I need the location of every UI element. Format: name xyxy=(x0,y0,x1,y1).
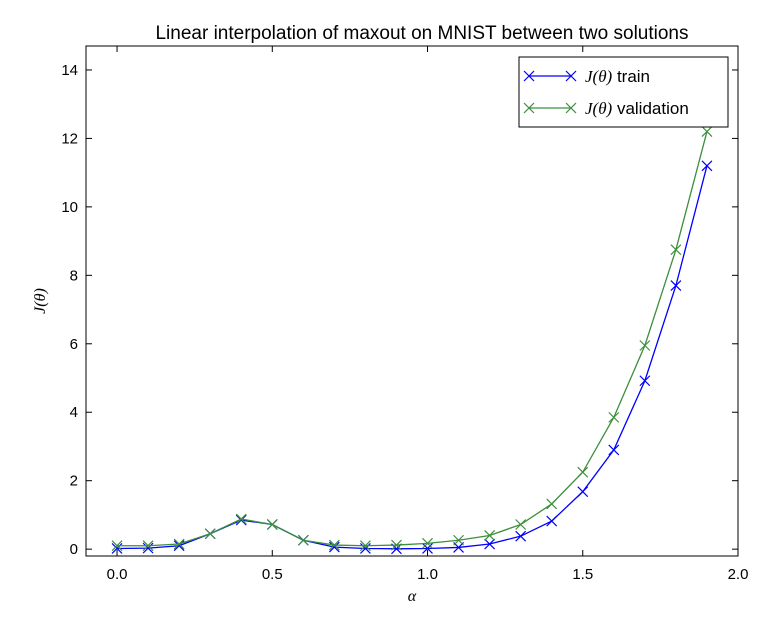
data-point-marker xyxy=(701,160,713,172)
y-tick-label: 6 xyxy=(70,336,78,353)
series-train xyxy=(111,160,713,555)
y-tick-label: 14 xyxy=(61,62,78,79)
legend: J(θ) train J(θ) validation xyxy=(518,56,729,128)
data-point-marker xyxy=(328,539,340,551)
legend-label: J(θ) train xyxy=(585,67,650,86)
data-point-marker xyxy=(577,466,589,478)
legend-entry: J(θ) validation xyxy=(523,99,689,118)
legend-entry: J(θ) train xyxy=(523,67,650,86)
data-point-marker xyxy=(235,513,247,525)
series-layer xyxy=(111,126,713,555)
data-point-marker xyxy=(546,515,558,527)
data-point-marker xyxy=(484,538,496,550)
chart-title: Linear interpolation of maxout on MNIST … xyxy=(155,23,688,44)
data-point-marker xyxy=(577,486,589,498)
data-point-marker xyxy=(142,540,154,552)
data-point-marker xyxy=(391,539,402,551)
data-point-marker xyxy=(608,444,620,456)
data-point-marker xyxy=(204,528,216,540)
data-point-marker xyxy=(639,340,651,351)
x-tick-label: 1.5 xyxy=(572,566,593,583)
data-point-marker xyxy=(328,541,340,553)
data-point-marker xyxy=(422,543,433,554)
data-point-marker xyxy=(670,244,682,256)
data-point-marker xyxy=(297,534,309,546)
y-axis-label: J(θ) xyxy=(32,288,49,314)
data-point-marker xyxy=(639,375,651,387)
data-point-marker xyxy=(360,540,371,552)
plot-frame xyxy=(85,45,739,557)
data-point-marker xyxy=(235,514,247,526)
x-tick-label: 0.0 xyxy=(107,566,128,583)
data-point-marker xyxy=(173,538,185,550)
data-point-marker xyxy=(546,498,558,510)
data-point-marker xyxy=(422,537,433,549)
data-point-marker xyxy=(111,540,123,552)
y-tick-label: 10 xyxy=(61,199,78,216)
y-tick-label: 8 xyxy=(70,267,78,284)
series-line xyxy=(117,165,708,550)
y-tick-label: 2 xyxy=(70,473,78,490)
data-point-marker xyxy=(701,126,713,137)
data-point-marker xyxy=(266,519,278,530)
legend-label: J(θ) validation xyxy=(585,99,689,118)
x-tick-label: 2.0 xyxy=(728,566,749,583)
data-point-marker xyxy=(515,530,527,542)
data-point-marker xyxy=(484,530,496,541)
data-point-marker xyxy=(453,534,464,546)
x-axis-ticks: 0.0 0.5 1.0 1.5 2.0 xyxy=(107,46,749,583)
data-point-marker xyxy=(142,542,154,554)
data-point-marker xyxy=(608,411,620,423)
y-axis-ticks: 0 2 4 6 8 10 12 14 xyxy=(61,62,738,558)
legend-box xyxy=(518,56,729,128)
series-validation xyxy=(111,126,713,552)
data-point-marker xyxy=(515,519,527,530)
y-tick-label: 12 xyxy=(61,130,78,147)
x-axis-label: α xyxy=(408,588,417,605)
series-line xyxy=(117,131,708,547)
x-tick-label: 0.5 xyxy=(262,566,283,583)
y-tick-label: 4 xyxy=(70,404,78,421)
x-tick-label: 1.0 xyxy=(417,566,438,583)
y-tick-label: 0 xyxy=(70,541,78,558)
data-point-marker xyxy=(670,280,682,292)
